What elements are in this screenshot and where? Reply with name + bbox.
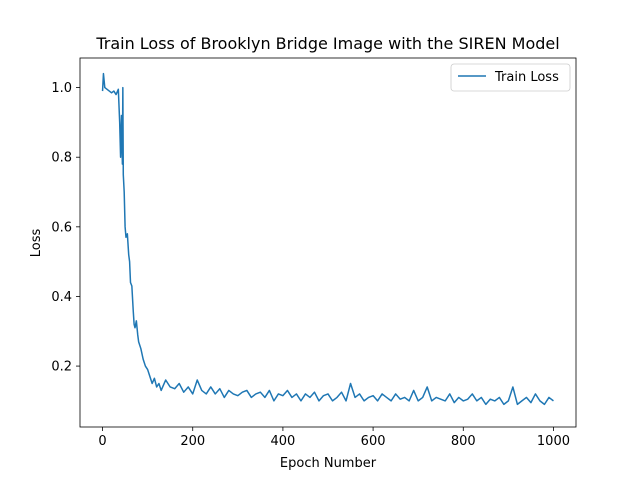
y-tick-label: 0.8	[51, 151, 72, 166]
x-axis-label: Epoch Number	[280, 456, 377, 471]
legend: Train Loss	[450, 63, 571, 92]
y-axis: 0.2 0.4 0.6 0.8 1.0	[51, 81, 80, 375]
y-tick-label: 0.6	[51, 220, 72, 235]
y-tick-label: 1.0	[51, 81, 72, 96]
x-tick-label: 0	[98, 434, 106, 449]
y-tick-label: 0.2	[51, 360, 72, 375]
plot-area	[101, 72, 554, 406]
legend-label: Train Loss	[494, 70, 559, 85]
axes-frame	[79, 57, 577, 428]
series-train-loss-line	[101, 72, 554, 406]
chart-title: Train Loss of Brooklyn Bridge Image with…	[95, 34, 559, 53]
x-tick-label: 800	[451, 434, 476, 449]
x-tick-label: 400	[270, 434, 295, 449]
x-tick-label: 600	[361, 434, 386, 449]
x-axis: 0 200 400 600 800 1000	[98, 427, 570, 449]
y-axis-label: Loss	[29, 229, 44, 258]
legend-box	[450, 63, 571, 92]
y-tick-label: 0.4	[51, 290, 72, 305]
x-tick-label: 1000	[537, 434, 570, 449]
x-tick-label: 200	[180, 434, 205, 449]
